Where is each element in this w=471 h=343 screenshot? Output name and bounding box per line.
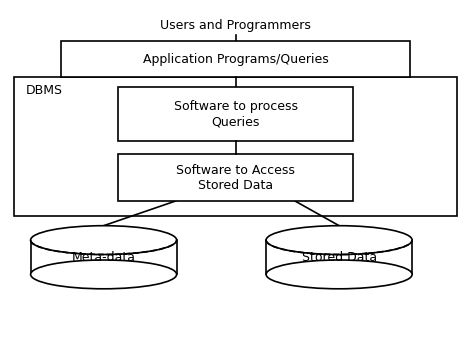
Bar [14,77,457,216]
Text: Software to process
Queries: Software to process Queries [173,100,298,128]
Text: Stored Data: Stored Data [301,251,377,264]
Bar [31,240,177,274]
Ellipse shape [31,260,177,289]
Ellipse shape [266,260,412,289]
Bar [266,240,412,274]
Text: Software to Access
Stored Data: Software to Access Stored Data [176,164,295,191]
Bar [118,87,353,141]
Text: Users and Programmers: Users and Programmers [160,19,311,32]
Text: Application Programs/Queries: Application Programs/Queries [143,53,328,66]
Bar [61,41,410,77]
Text: Meta-data: Meta-data [72,251,136,264]
Text: DBMS: DBMS [26,84,63,97]
Ellipse shape [31,226,177,255]
Bar [118,154,353,201]
Ellipse shape [266,226,412,255]
